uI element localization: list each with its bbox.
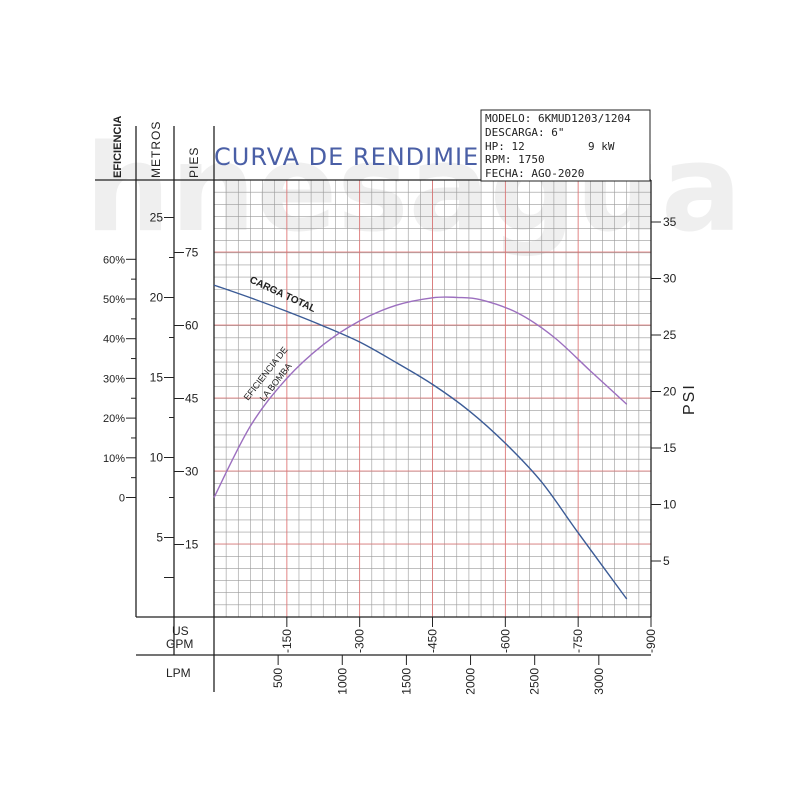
chart-title: CURVA DE RENDIMIENTO: [214, 143, 534, 171]
tick-label-gpm: -750: [571, 629, 585, 653]
info-fecha: FECHA: AGO-2020: [485, 167, 584, 180]
tick-label-psi: 25: [663, 328, 677, 342]
tick-label-metros: 20: [150, 291, 164, 305]
tick-label-psi: 20: [663, 385, 677, 399]
info-descarga: DESCARGA: 6": [485, 126, 564, 139]
info-hp: HP: 12: [485, 140, 525, 153]
axis-title-psi: PSI: [681, 383, 698, 415]
tick-label-lpm: 2000: [464, 668, 478, 695]
info-box: MODELO: 6KMUD1203/1204 DESCARGA: 6" HP: …: [480, 109, 651, 182]
tick-label-metros: 25: [150, 211, 164, 225]
series-line-eficiencia: [213, 296, 628, 498]
tick-label-eficiencia: 30%: [103, 373, 125, 385]
tick-label-eficiencia: 40%: [103, 334, 125, 346]
tick-label-eficiencia: 20%: [103, 413, 125, 425]
tick-label-lpm: 3000: [592, 668, 606, 695]
tick-label-eficiencia: 60%: [103, 254, 125, 266]
tick-layer: 60% 50% 40% 30% 20% 10% 0 25 20 15 10 5 75 60 45 30 15 35…: [103, 211, 677, 695]
tick-label-gpm: -900: [644, 629, 658, 653]
axis-title-pies: PIES: [187, 147, 201, 178]
tick-label-pies: 30: [185, 465, 199, 479]
grid-layer: [213, 179, 652, 618]
tick-label-lpm: 1500: [399, 668, 413, 695]
tick-label-psi: 35: [663, 215, 677, 229]
info-kw: 9 kW: [588, 140, 615, 153]
frame-layer: [95, 126, 652, 692]
tick-label-lpm: 1000: [335, 668, 349, 695]
axis-title-gpm: GPM: [166, 637, 193, 651]
tick-label-eficiencia: 10%: [103, 453, 125, 465]
axis-title-metros: METROS: [149, 121, 163, 178]
tick-label-pies: 75: [185, 246, 199, 260]
tick-label-psi: 15: [663, 441, 677, 455]
info-rpm: RPM: 1750: [485, 153, 545, 166]
tick-label-pies: 45: [185, 392, 199, 406]
tick-label-eficiencia: 0: [119, 493, 125, 505]
series-label-carga-total: CARGA TOTAL: [248, 275, 317, 315]
tick-label-metros: 10: [150, 451, 164, 465]
axis-title-eficiencia: EFICIENCIA: [112, 116, 124, 178]
axis-title-gpm-us: US: [172, 624, 189, 638]
tick-label-gpm: -600: [498, 629, 512, 653]
series-layer: [213, 284, 628, 600]
series-line-carga-total: [213, 284, 628, 600]
tick-label-metros: 5: [156, 531, 163, 545]
tick-label-psi: 10: [663, 498, 677, 512]
tick-label-eficiencia: 50%: [103, 294, 125, 306]
tick-label-psi: 30: [663, 272, 677, 286]
tick-label-pies: 60: [185, 319, 199, 333]
tick-label-lpm: 500: [271, 668, 285, 688]
tick-label-gpm: -450: [426, 629, 440, 653]
info-modelo: MODELO: 6KMUD1203/1204: [485, 112, 631, 125]
tick-label-metros: 15: [150, 371, 164, 385]
axis-title-lpm: LPM: [166, 666, 191, 680]
tick-label-gpm: -150: [280, 629, 294, 653]
tick-label-psi: 5: [663, 554, 670, 568]
tick-label-pies: 15: [185, 538, 199, 552]
tick-label-gpm: -300: [353, 629, 367, 653]
tick-label-lpm: 2500: [528, 668, 542, 695]
